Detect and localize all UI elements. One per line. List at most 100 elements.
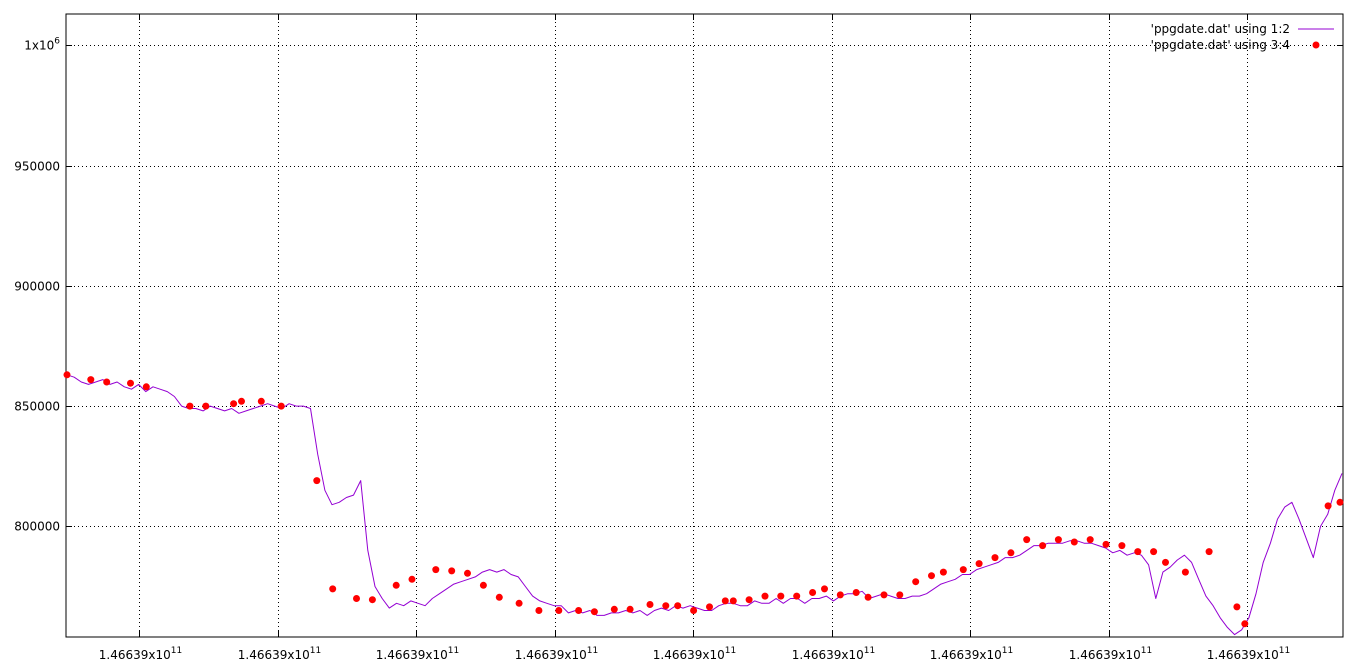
y-tick-label: 900000 — [14, 280, 60, 294]
x-tick-label: 1.46639x1011 — [653, 646, 736, 662]
y-tick-label: 800000 — [14, 520, 60, 534]
data-point — [777, 592, 785, 600]
data-point — [392, 581, 400, 589]
data-point — [535, 607, 543, 614]
data-point — [1150, 548, 1158, 556]
data-point — [464, 569, 471, 577]
data-point — [852, 589, 860, 596]
legend: 'ppgdate.dat' using 1:2 'ppgdate.dat' us… — [1151, 22, 1334, 52]
data-point — [408, 575, 416, 583]
axis-ticks — [66, 14, 1343, 637]
data-point — [448, 567, 456, 575]
x-tick-label: 1.46639x1011 — [99, 646, 182, 662]
data-point — [202, 402, 210, 410]
data-point — [706, 603, 713, 611]
x-tick-label-exponent: 11 — [725, 646, 736, 656]
data-point — [959, 566, 967, 574]
x-tick-label: 1.46639x1011 — [376, 646, 459, 662]
data-point — [690, 607, 698, 614]
x-tick-label-exponent: 11 — [171, 646, 182, 656]
x-tick-label-exponent: 11 — [1141, 646, 1152, 656]
data-point — [991, 554, 999, 562]
data-point — [1336, 498, 1344, 506]
data-point — [975, 560, 983, 568]
data-point — [912, 578, 920, 586]
x-tick-label: 1.46639x1011 — [792, 646, 875, 662]
data-point — [590, 608, 598, 616]
data-point — [63, 371, 71, 379]
data-point — [313, 477, 321, 485]
data-point — [368, 596, 376, 604]
data-point — [880, 591, 888, 599]
series-line-group — [66, 374, 1343, 636]
data-point — [1007, 549, 1015, 557]
y-tick-label: 850000 — [14, 400, 60, 414]
data-point — [142, 383, 150, 391]
data-point — [646, 601, 654, 608]
x-tick-label-exponent: 11 — [448, 646, 459, 656]
data-point — [1241, 620, 1249, 628]
x-tick-label: 1.46639x1011 — [515, 646, 598, 662]
data-point — [939, 568, 947, 576]
data-point — [432, 566, 440, 574]
data-point — [495, 593, 503, 601]
data-point — [575, 607, 583, 614]
data-point — [230, 400, 238, 408]
data-point — [353, 595, 360, 602]
y-axis-tick-labels: 800000 850000 900000 950000 1x106 — [14, 37, 60, 534]
data-point — [1324, 502, 1332, 510]
data-point — [610, 605, 618, 613]
data-point — [1205, 548, 1213, 556]
x-axis-tick-labels: 1.46639x1011 1.46639x1011 1.46639x1011 1.46… — [99, 646, 1290, 662]
x-tick-label-exponent: 11 — [587, 646, 598, 656]
plot-border — [65, 13, 1344, 638]
data-point — [1054, 536, 1062, 544]
x-tick-label: 1.46639x1011 — [238, 646, 321, 662]
data-point — [745, 596, 753, 604]
grid — [66, 14, 1343, 637]
data-point — [809, 589, 817, 596]
data-point — [836, 591, 844, 599]
data-point — [277, 402, 285, 410]
data-point — [1086, 536, 1094, 544]
y-tick-label: 1x106 — [24, 37, 60, 53]
data-point — [721, 597, 729, 605]
data-point — [896, 591, 904, 599]
data-point — [1118, 542, 1126, 550]
data-point — [761, 592, 769, 600]
data-point — [928, 572, 935, 580]
x-tick-label-exponent: 11 — [310, 646, 321, 656]
legend-swatch-point — [1312, 41, 1320, 49]
data-point — [864, 593, 872, 601]
data-point — [103, 378, 111, 386]
x-tick-label: 1.46639x1011 — [930, 646, 1013, 662]
x-tick-label: 1.46639x1011 — [1207, 646, 1290, 662]
x-tick-label-exponent: 11 — [1002, 646, 1013, 656]
data-point — [1134, 548, 1142, 556]
data-point — [1039, 542, 1047, 550]
y-tick-label-exponent: 6 — [54, 37, 60, 47]
data-point — [1233, 603, 1241, 611]
data-point — [479, 581, 487, 589]
y-tick-label: 950000 — [14, 160, 60, 174]
data-point — [1102, 540, 1110, 548]
series-line-1-2 — [66, 374, 1343, 636]
data-point — [1070, 538, 1078, 546]
x-tick-label-exponent: 11 — [1279, 646, 1290, 656]
data-point — [238, 397, 245, 405]
data-point — [626, 605, 634, 613]
data-point — [186, 402, 194, 410]
data-point — [793, 592, 801, 600]
data-point — [1181, 568, 1189, 576]
data-point — [729, 597, 737, 605]
data-point — [555, 607, 563, 614]
x-tick-label: 1.46639x1011 — [1069, 646, 1152, 662]
legend-label-points-series: 'ppgdate.dat' using 3:4 — [1151, 38, 1290, 52]
data-point — [515, 599, 523, 607]
data-point — [87, 376, 95, 384]
data-point — [662, 602, 670, 610]
data-point — [127, 379, 134, 387]
data-point — [1162, 558, 1169, 566]
data-point — [257, 397, 265, 405]
data-point — [821, 585, 828, 593]
